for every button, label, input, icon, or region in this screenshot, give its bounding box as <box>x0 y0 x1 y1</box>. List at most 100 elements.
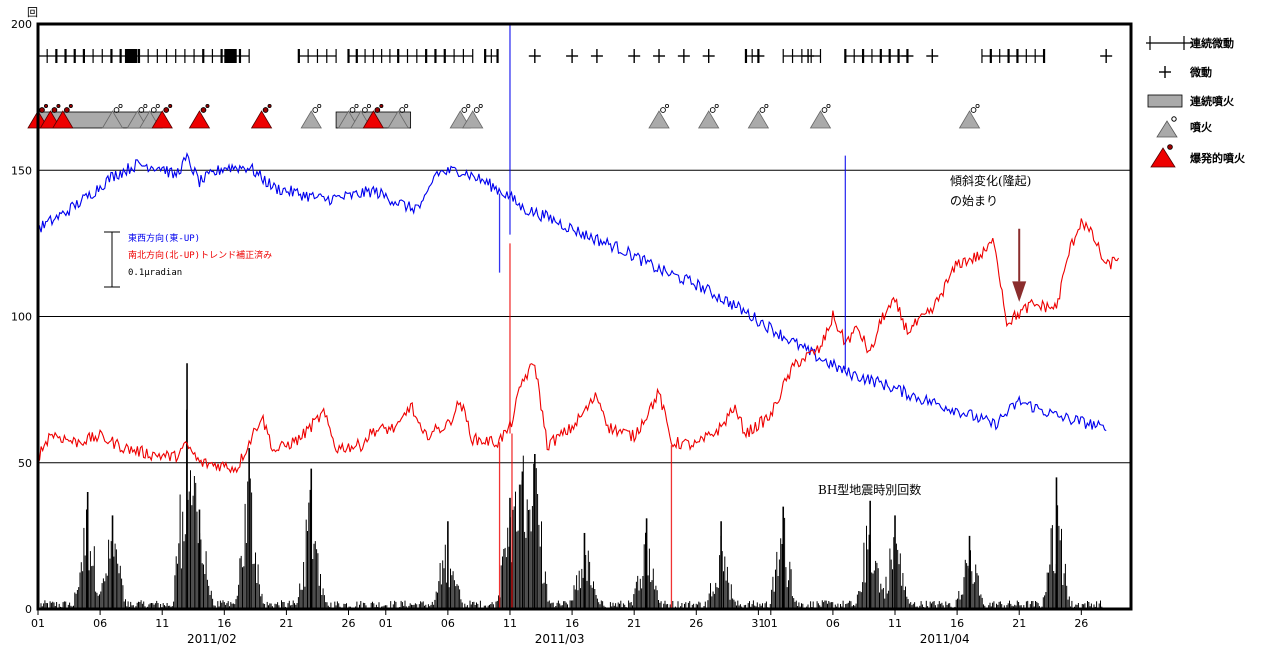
legend-eruption: 噴火 <box>1156 116 1213 138</box>
eruption-marker-3-plume2 <box>317 104 322 109</box>
series-line-1 <box>37 218 1120 474</box>
explosive-marker-5-plume <box>262 107 269 113</box>
eruption-marker-13-plume2 <box>975 104 980 109</box>
x-tick-12: 31 <box>751 617 765 630</box>
x-tick-13: 01 <box>764 617 778 630</box>
legend-tremor: 微動 <box>1159 65 1212 79</box>
y-tick-150: 150 <box>11 164 32 177</box>
svg-text:連続微動: 連続微動 <box>1190 36 1234 50</box>
explosive-marker-2-plume <box>63 107 70 113</box>
month-label-2: 2011/04 <box>920 632 970 646</box>
eruption-marker-13-plume <box>970 107 977 113</box>
x-tick-9: 16 <box>565 617 579 630</box>
gridlines <box>38 169 1131 464</box>
eruption-marker-6-plume <box>399 107 406 113</box>
eruption-marker-12-cone <box>809 110 832 129</box>
eruption-marker-0-plume2 <box>118 104 123 109</box>
y-tick-50: 50 <box>18 457 32 470</box>
eruption-marker-8 <box>462 104 484 129</box>
explosive-marker-2-plume2 <box>68 104 73 109</box>
ns-legend-label: 南北方向(北-UP)トレンド補正済み <box>128 249 272 261</box>
eruption-marker-9 <box>648 104 670 129</box>
eruption-marker-11 <box>747 104 770 129</box>
x-tick-15: 11 <box>888 617 902 630</box>
explosive-marker-2 <box>52 104 74 129</box>
explosive-marker-6 <box>362 104 385 129</box>
tremor-block-0 <box>124 49 138 63</box>
explosive-marker-6-cone <box>362 110 385 129</box>
eruption-marker-2-plume <box>150 107 157 113</box>
y-unit-label: 回 <box>27 6 38 19</box>
explosive-marker-4-cone <box>188 110 211 129</box>
eruption-marker-10-plume <box>709 107 716 113</box>
x-tick-10: 21 <box>627 617 641 630</box>
legend-continuous-eruption: 連続噴火 <box>1147 94 1235 108</box>
tremor-block-1 <box>224 49 237 63</box>
explosive-marker-4-plume2 <box>205 104 210 109</box>
eruption-marker-6 <box>387 104 409 129</box>
eruption-marker-10-cone <box>698 110 720 129</box>
eruption-marker-6-plume2 <box>404 104 409 109</box>
onset-arrowhead <box>1012 281 1027 302</box>
eruption-marker-5-plume <box>362 107 368 113</box>
eruption-marker-8-plume <box>473 107 480 113</box>
bh-count-bars <box>40 363 1103 609</box>
svg-text:噴火: 噴火 <box>1190 120 1213 134</box>
eruption-marker-11-cone <box>747 110 770 129</box>
eruption-marker-12 <box>809 104 832 129</box>
tilt-series <box>37 24 1120 609</box>
eruption-marker-1-plume <box>138 107 145 113</box>
eruption-marker-11-plume2 <box>764 104 769 109</box>
eruption-marker-8-cone <box>462 110 484 129</box>
onset-line1: 傾斜変化(隆起) <box>950 173 1031 188</box>
month-label-0: 2011/02 <box>187 632 237 646</box>
eruption-marker-3 <box>300 104 322 129</box>
explosive-marker-4 <box>188 104 211 129</box>
bh-count-label: BH型地震時別回数 <box>818 482 921 497</box>
eruption-marker-13-cone <box>958 110 981 129</box>
explosive-marker-3-plume2 <box>168 104 173 109</box>
x-tick-1: 06 <box>93 617 107 630</box>
eruption-marker-5-plume2 <box>366 104 371 109</box>
eruption-marker-11-plume <box>759 107 766 113</box>
x-tick-18: 26 <box>1074 617 1088 630</box>
eruption-marker-12-plume2 <box>826 104 831 109</box>
explosive-marker-2-cone <box>52 110 74 129</box>
eruption-marker-9-plume2 <box>665 104 670 109</box>
explosive-marker-0-plume2 <box>44 104 49 109</box>
y-tick-100: 100 <box>11 311 32 324</box>
inner-legend: 東西方向(東-UP) 南北方向(北-UP)トレンド補正済み 0.1μradian <box>104 231 272 288</box>
eruption-marker-6-cone <box>387 110 409 129</box>
eruption-marker-7-plume <box>461 107 468 113</box>
legend-explosive-eruption: 爆発的噴火 <box>1150 144 1246 168</box>
x-tick-17: 21 <box>1012 617 1026 630</box>
eruption-marker-10-plume2 <box>714 104 719 109</box>
eruption-marker-4-plume2 <box>354 104 359 109</box>
scale-label: 0.1μradian <box>128 268 182 278</box>
explosive-marker-3-plume <box>163 107 170 113</box>
x-tick-7: 06 <box>441 617 455 630</box>
explosive-marker-6-plume <box>374 107 381 113</box>
svg-text:爆発的噴火: 爆発的噴火 <box>1190 151 1246 165</box>
eruption-marker-9-cone <box>648 110 670 129</box>
legend-continuous-tremor: 連続微動 <box>1146 36 1234 50</box>
ew-legend-label: 東西方向(東-UP) <box>128 232 200 244</box>
x-tick-2: 11 <box>155 617 169 630</box>
x-tick-0: 01 <box>31 617 45 630</box>
explosive-marker-5 <box>250 104 273 129</box>
explosive-marker-5-cone <box>250 110 273 129</box>
eruption-marker-4-plume <box>349 107 356 113</box>
explosive-marker-5-plume2 <box>267 104 272 109</box>
eruption-marker-3-cone <box>300 110 322 129</box>
x-tick-3: 16 <box>217 617 231 630</box>
explosive-marker-1-plume2 <box>56 104 61 109</box>
eruption-marker-1-plume2 <box>143 104 148 109</box>
legend: 連続微動 微動 連続噴火 噴火 爆発的噴火 <box>1146 36 1246 168</box>
explosive-marker-3-cone <box>151 110 173 129</box>
x-tick-11: 26 <box>689 617 703 630</box>
x-tick-8: 11 <box>503 617 517 630</box>
svg-text:微動: 微動 <box>1189 65 1212 79</box>
explosive-marker-3 <box>151 104 173 129</box>
